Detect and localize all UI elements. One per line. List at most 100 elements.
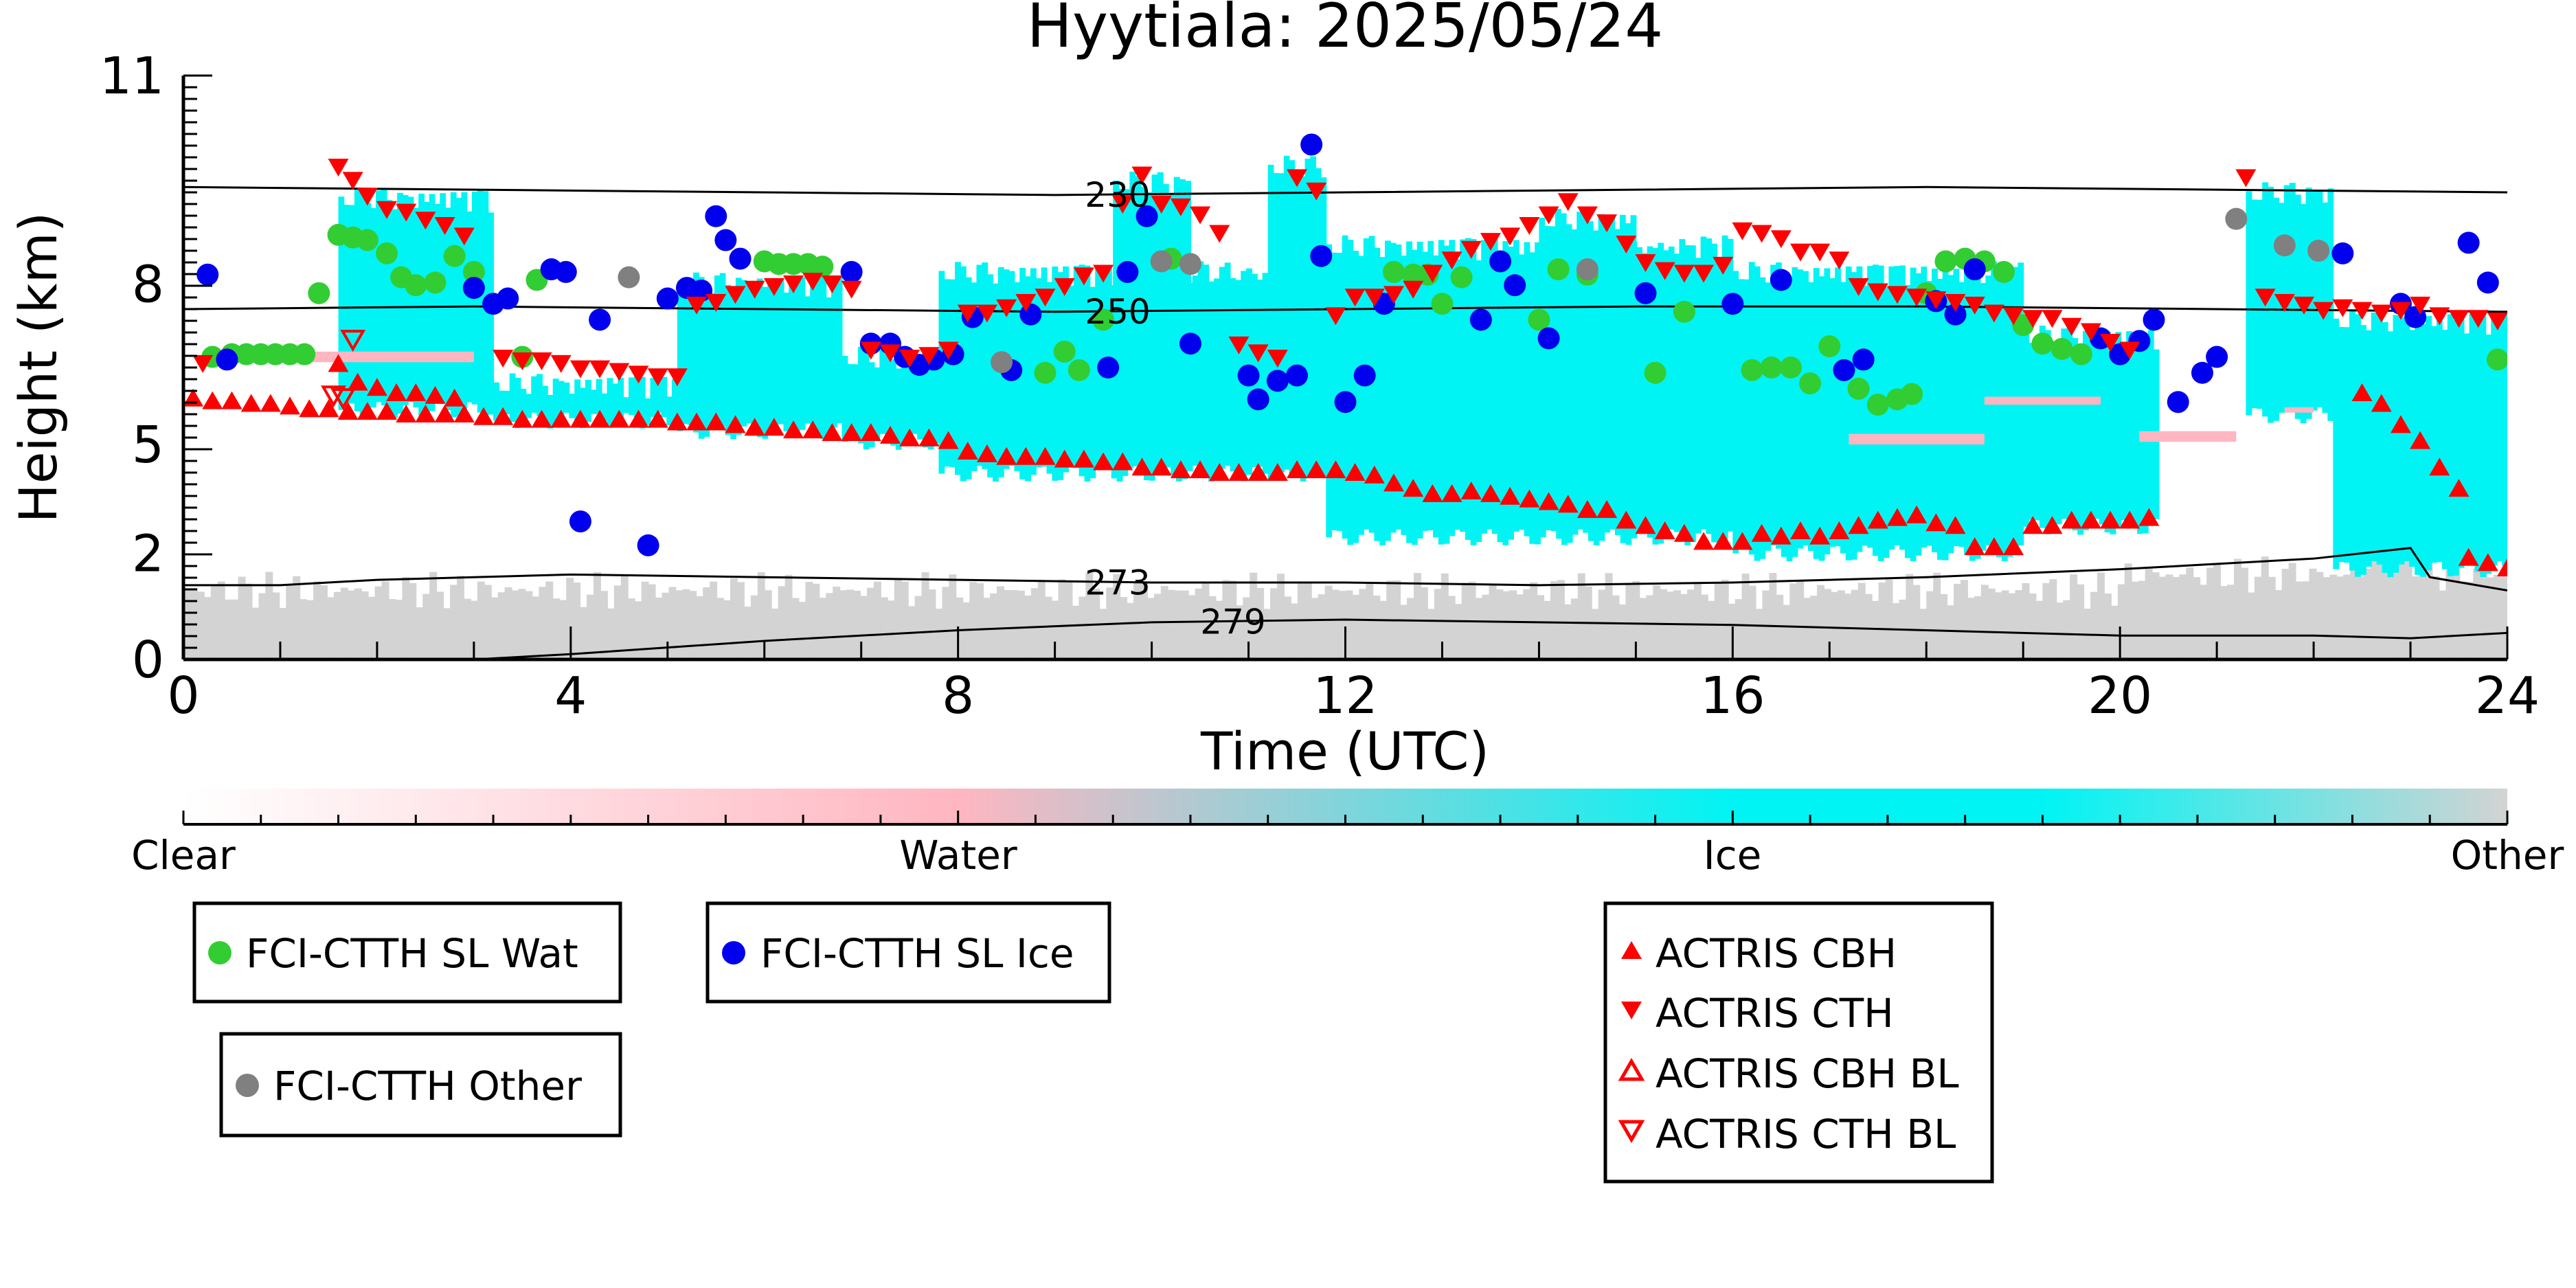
ice-layer-strip [2066,326,2073,523]
marker-actris-cth [1344,289,1366,307]
data-markers [183,133,2507,577]
other-layer-strip [839,590,848,659]
other-layer-strip [1004,589,1011,659]
marker-actris-cbh [260,394,281,412]
marker-actris-cth [1770,230,1792,249]
ice-layer-strip [1577,212,1583,504]
marker-actris-cbh [1035,447,1056,465]
ice-layer-strip [922,352,929,448]
other-layer-strip [1570,598,1579,659]
marker-fci-ctth-sl-wat [1382,260,1405,283]
other-layer-strip [710,581,718,659]
marker-fci-ctth-sl-ice [2206,346,2228,368]
legend-marker-other [236,1074,259,1097]
marker-fci-ctth-sl-ice [569,510,591,533]
ice-layer-strip [863,351,870,450]
marker-actris-cth [1654,262,1675,280]
ice-layer-strip [1985,275,1992,545]
ice-layer-strip [423,202,430,418]
other-layer-strip [2254,576,2262,659]
other-layer-strip [860,596,868,659]
marker-fci-ctth-sl-wat [1760,357,1783,379]
marker-fci-ctth-sl-wat [443,245,466,267]
ice-layer-strip [2458,314,2465,568]
other-layer-strip [1188,595,1196,659]
marker-fci-ctth-sl-wat [2486,348,2507,371]
ice-layer-strip [2316,191,2323,408]
ice-layer-strip [1818,276,1825,561]
marker-actris-cth [628,365,649,384]
marker-fci-ctth-sl-wat [356,229,379,251]
other-layer-strip [2473,568,2481,659]
other-layer-strip [1667,591,1675,659]
other-layer-strip [2459,581,2467,659]
ice-layer-strip [1754,266,1761,561]
other-layer-strip [306,600,315,659]
ice-layer-strip [461,192,468,409]
marker-actris-cth [2042,310,2063,328]
other-layer-strip [2151,572,2160,659]
other-layer-strip [1618,604,1627,659]
x-tick-label: 8 [942,666,974,725]
ice-layer-strip [993,283,999,482]
contour-label: 230 [1085,175,1150,215]
ice-layer-strip [1124,189,1131,441]
marker-actris-cbh [1500,486,1521,505]
ice-layer-strip [650,378,657,417]
ice-layer-strip [666,396,673,426]
ice-layer-strip [714,275,721,424]
legend-box-ice: FCI-CTTH SL Ice [705,901,1111,1004]
ice-layer-strip [1224,262,1231,466]
marker-actris-cth [1848,278,1869,296]
ice-layer-strip [2502,313,2507,566]
ice-layer-strip [1964,272,1970,555]
ice-layer-strip [596,379,602,414]
marker-actris-cbh [1577,500,1598,519]
other-layer-strip [552,598,561,659]
marker-actris-cth [2410,296,2431,315]
ice-layer-strip [852,364,859,436]
ice-layer-strip [1140,187,1147,453]
ice-layer-strip [2104,331,2111,533]
other-layer-strip [450,585,457,659]
other-layer-strip [1550,581,1558,659]
ice-layer-strip [1157,172,1164,443]
marker-actris-cbh [996,447,1017,465]
other-layer-strip [1153,594,1162,659]
other-layer-strip [2274,590,2283,659]
other-layer-strip [1844,594,1852,659]
other-layer-strip [2371,552,2378,659]
ice-layer-strip [1921,267,1928,548]
marker-actris-cbh [2477,553,2498,572]
ice-layer-strip [1829,278,1836,547]
other-layer-strip [1878,582,1886,659]
marker-fci-ctth-other [1179,253,1201,275]
y-tick-label: 8 [132,256,164,315]
ice-layer-strip [682,289,689,425]
other-layer-strip [1208,596,1217,659]
other-layer-strip [833,586,841,659]
other-layer-strip [238,576,246,659]
other-layer-strip [2179,574,2187,659]
other-layer-strip [429,572,438,659]
ice-layer-strip [1614,229,1620,509]
ice-layer-strip [590,389,597,414]
ice-layer-strip [536,374,543,416]
ice-layer-strip [1770,264,1776,546]
legend-marker-actris-cbh [1621,941,1642,959]
marker-fci-ctth-sl-ice [1136,205,1158,227]
ice-layer-strip [1384,240,1391,541]
ice-layer-strip [1539,218,1546,511]
other-layer-strip [1714,582,1722,659]
other-layer-strip [2158,576,2167,659]
legend-marker-actris-cbh-bl [1618,1057,1645,1081]
marker-fci-ctth-sl-ice [1944,303,1967,326]
legend-label-actris-cth: ACTRIS CTH [1656,990,1894,1037]
other-layer-strip [320,585,328,659]
marker-actris-cbh [628,409,649,428]
colorbar-label-water: Water [899,832,1017,879]
other-layer-strip [2117,584,2125,659]
marker-actris-cbh [1422,484,1443,502]
other-layer-strip [2329,574,2338,659]
ice-layer-strip [1438,240,1445,545]
